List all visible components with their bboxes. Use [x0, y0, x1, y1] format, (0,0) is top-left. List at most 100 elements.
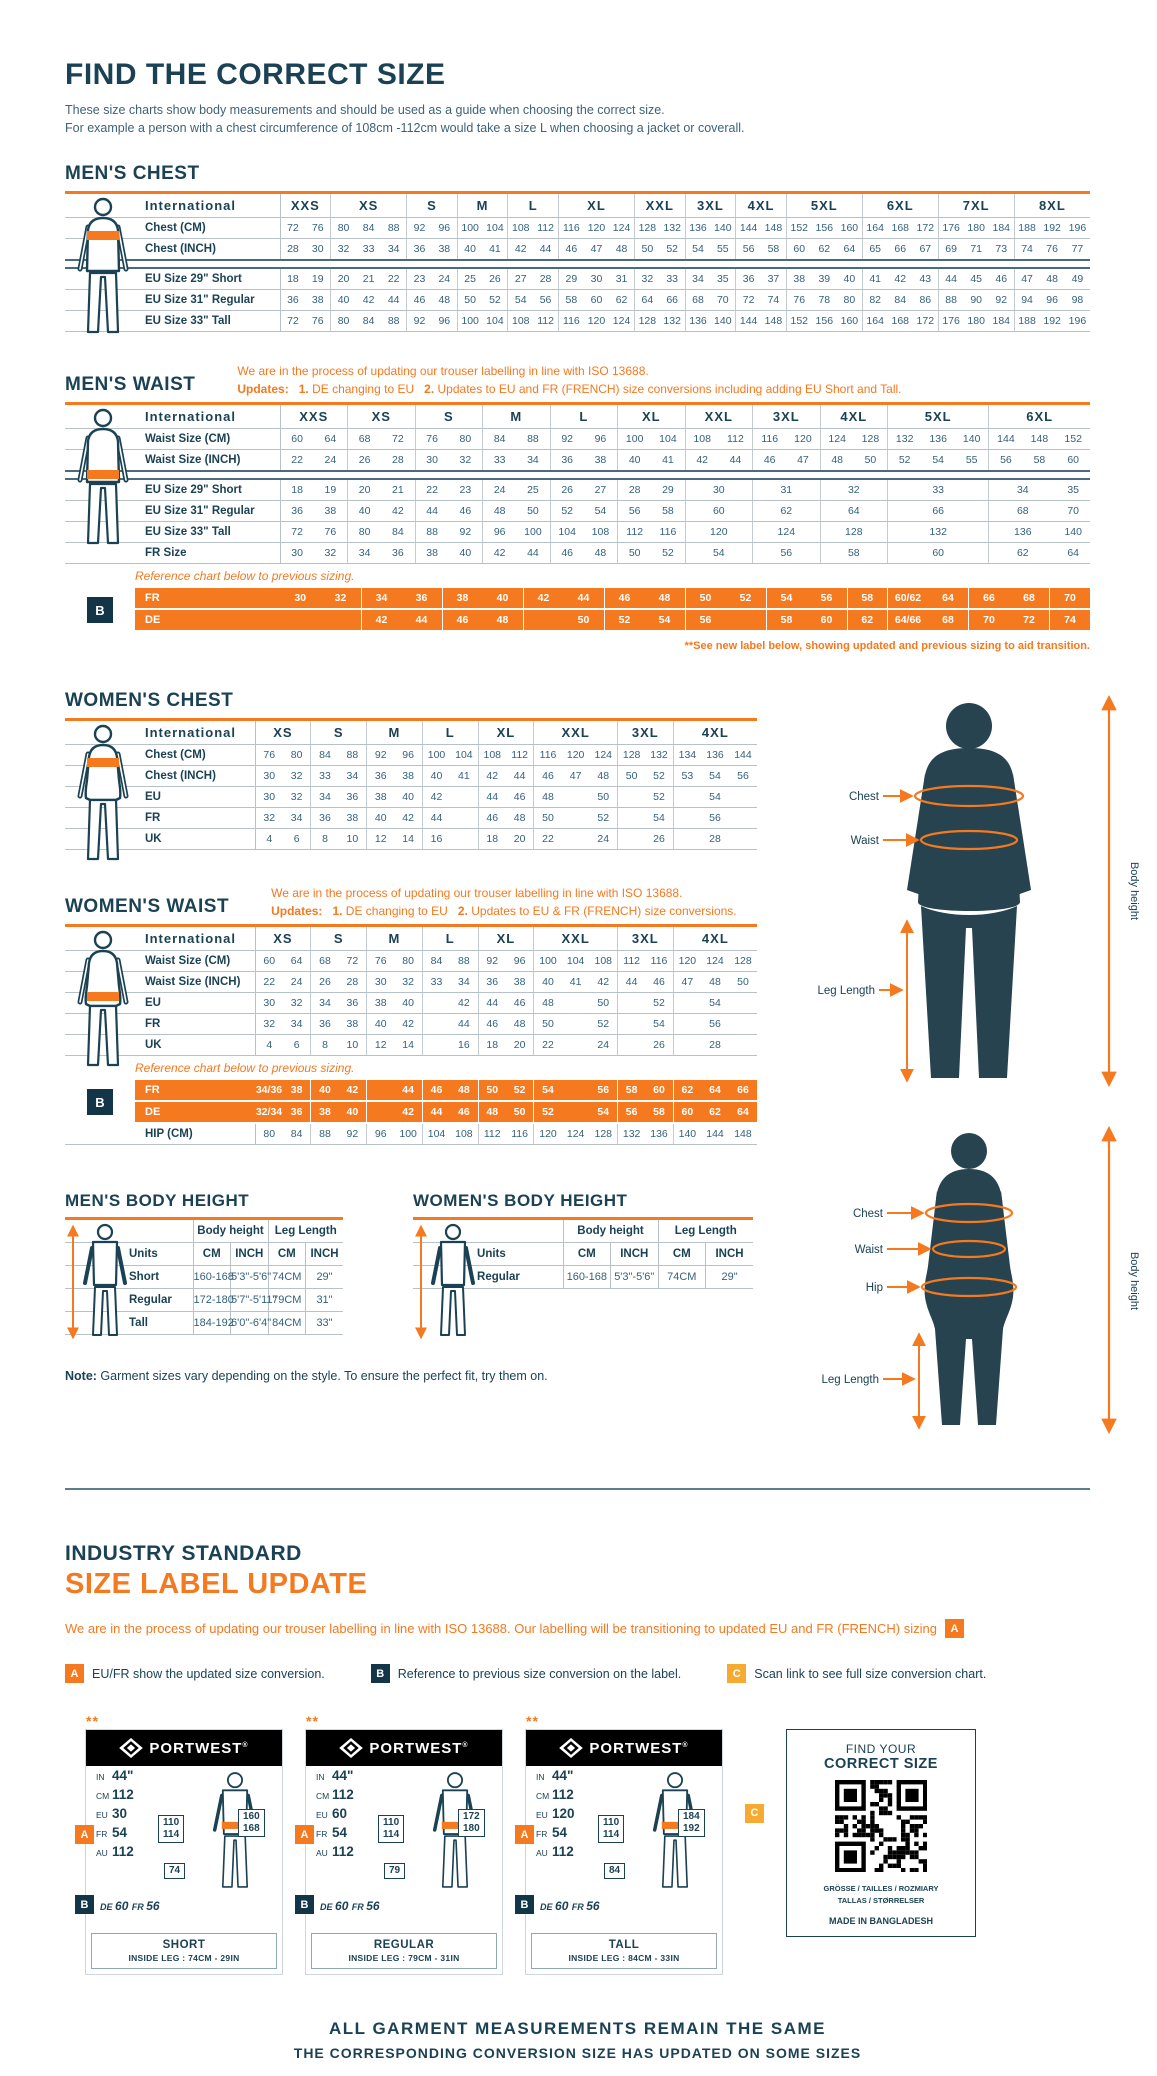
brand-name: PORTWEST® — [149, 1739, 249, 1757]
womens-waist-title: WOMEN'S WAIST — [65, 896, 230, 917]
size-header: L — [421, 925, 479, 951]
size-cell: 124 — [609, 310, 635, 332]
badge-a: A — [295, 1825, 314, 1844]
previous-size-cell: 60 — [806, 609, 847, 632]
size-info-value: 112 — [332, 1844, 354, 1859]
size-header: XS — [347, 403, 416, 429]
size-cell: 29 — [651, 479, 686, 501]
size-cell: 62 — [752, 500, 821, 522]
size-cell: 92 — [406, 310, 432, 332]
find-your-size-card: FIND YOUR CORRECT SIZE GRÖSSE / TAILLES / … — [786, 1729, 976, 1937]
previous-size-cell: 52 — [505, 1080, 534, 1102]
size-cell — [421, 992, 451, 1014]
brand-name: PORTWEST® — [369, 1739, 469, 1757]
find-your-label: FIND YOUR — [845, 1742, 917, 1756]
size-cell: 156 — [811, 310, 837, 332]
size-info-value: 54 — [332, 1825, 348, 1840]
size-cell: 134 — [672, 744, 702, 766]
size-cell: 120 — [684, 521, 753, 543]
size-cell: 44 — [533, 238, 559, 261]
size-header: S — [406, 192, 458, 218]
size-label-card: ** PORTWEST® IN 44" CM 112 EU 30 FR 54 AU 112 A B 11… — [75, 1713, 283, 1975]
size-cell — [728, 828, 757, 850]
size-cell: 128 — [633, 217, 660, 239]
intro-text: These size charts show body measurements… — [65, 102, 1090, 137]
size-header: L — [549, 403, 618, 429]
size-cell: 120 — [786, 428, 821, 450]
size-cell: 148 — [761, 310, 787, 332]
row-label: FR Size — [65, 542, 281, 564]
mens-waist-table-area: International XXS XS S M L XL XXL 3XL 4XL 5XL 6XL Wa… — [65, 402, 1091, 564]
previous-size-cell: 48 — [450, 1080, 479, 1102]
size-cell: 32 — [282, 992, 311, 1014]
previous-size-cell: 64/66 — [887, 609, 928, 632]
size-cell: 73 — [988, 238, 1015, 261]
size-cell: 48 — [1039, 268, 1065, 290]
size-cell: 76 — [414, 428, 449, 450]
size-cell: 32 — [282, 786, 311, 808]
size-cell: 41 — [651, 449, 686, 472]
size-info-row: CM 112 — [96, 1786, 282, 1804]
bh-col-header: INCH — [610, 1242, 659, 1266]
womens-hip-table: HIP (CM) 80 84 88 92 96 100 104 108 112 116 120 124 1… — [65, 1124, 757, 1145]
registered-mark: ® — [462, 1741, 469, 1749]
size-cell: 144 — [988, 428, 1023, 450]
size-cell: 96 — [505, 950, 534, 972]
size-cell: 120 — [533, 1124, 562, 1145]
size-cell: 168 — [887, 217, 913, 239]
size-cell: 104 — [482, 217, 508, 239]
size-info-unit: CM — [316, 1791, 330, 1801]
size-cell: 60 — [255, 950, 283, 972]
size-cell: 74 — [761, 289, 787, 311]
size-info-unit: AU — [536, 1848, 548, 1858]
size-cell — [561, 1034, 590, 1056]
size-header: 4XL — [735, 192, 787, 218]
previous-sizing-band: B FR 30 32 34 36 38 40 42 44 46 48 50 52 54 56 58 60/62 64… — [87, 588, 1090, 632]
size-cell: 28 — [338, 971, 367, 993]
size-cell: 54 — [701, 765, 729, 787]
previous-sizing-row-label: DE — [135, 1101, 256, 1124]
size-cell: 56 — [735, 238, 762, 261]
badge-c-pointer: C — [745, 1803, 764, 1823]
previous-size-cell — [522, 609, 564, 632]
previous-size-cell: 68 — [1009, 588, 1050, 610]
size-cell: 20 — [505, 828, 534, 850]
size-cell: 100 — [456, 310, 483, 332]
bottom-statement: ALL GARMENT MEASUREMENTS REMAIN THE SAME… — [65, 2019, 1090, 2061]
previous-size-cell: 56 — [684, 609, 726, 632]
size-cell: 100 — [516, 521, 551, 543]
size-cell: 124 — [609, 217, 635, 239]
size-cell: 128 — [853, 428, 888, 450]
womens-waist-table: International XS S M L XL XXL 3XL 4XL Waist Size … — [65, 924, 757, 1056]
badge-c: C — [745, 1803, 764, 1823]
size-cell: 47 — [1013, 268, 1040, 290]
size-cell: 47 — [583, 238, 610, 261]
bh-col-header: CM — [657, 1242, 706, 1266]
size-cell: 32 — [313, 542, 348, 564]
waist-measure-box: 110 114 — [158, 1815, 185, 1843]
size-info-value: 112 — [332, 1787, 354, 1802]
legend-row: A EU/FR show the updated size conversion… — [65, 1664, 1090, 1683]
size-cell: 18 — [280, 268, 306, 290]
size-header: L — [421, 719, 479, 745]
previous-size-cell: 46 — [421, 1080, 451, 1102]
table-figure — [73, 197, 133, 352]
previous-size-value: 56 — [146, 1899, 160, 1913]
size-cell: 12 — [366, 828, 395, 850]
size-cell: 30 — [255, 786, 283, 808]
size-cell: 32 — [255, 1013, 283, 1035]
size-cell: 132 — [645, 744, 674, 766]
man-measurement-diagram: Chest Waist Leg Length Body height — [817, 694, 1140, 1088]
size-cell: 34 — [450, 971, 479, 993]
size-cell: 196 — [1064, 217, 1091, 239]
portwest-logo-icon — [119, 1738, 144, 1758]
measurement-diagrams: Chest Waist Leg Length Body height Chest… — [757, 690, 1152, 1444]
size-cell — [561, 807, 590, 829]
size-cell: 44 — [421, 807, 451, 829]
size-cell — [728, 807, 757, 829]
size-cell: 60 — [684, 500, 753, 522]
size-cell: 40 — [456, 238, 483, 261]
size-cell — [450, 807, 479, 829]
size-cell: 116 — [752, 428, 787, 450]
